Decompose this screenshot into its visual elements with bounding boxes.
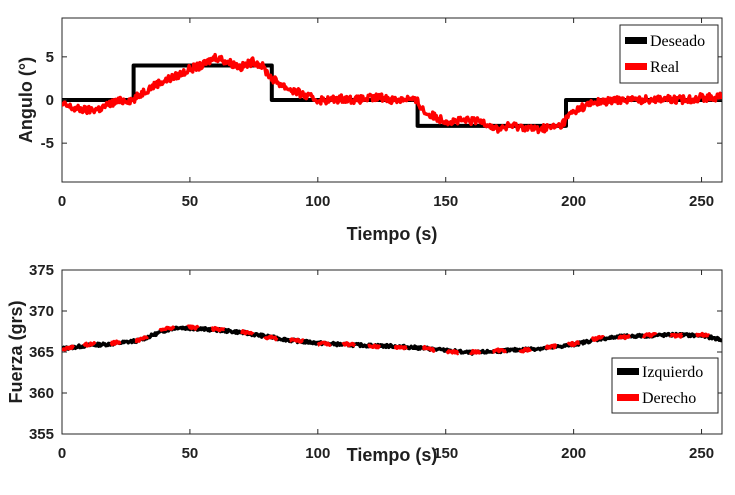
xtick-label: 50 (182, 193, 199, 210)
ytick-label: 370 (29, 303, 54, 320)
legend-swatch-deseado (625, 37, 647, 44)
xtick-label: 250 (689, 445, 714, 462)
ytick-label: 355 (29, 426, 54, 443)
angle-legend: Deseado Real (619, 24, 719, 84)
ytick-label: 375 (29, 262, 54, 279)
ytick-label: 360 (29, 385, 54, 402)
legend-label-derecho: Derecho (642, 390, 696, 407)
angle-yticks: -5 0 5 (41, 49, 722, 152)
force-xticks: 0 50 100 150 200 250 (58, 270, 714, 462)
legend-swatch-izquierdo (617, 368, 639, 375)
ytick-label: -5 (41, 135, 54, 152)
xtick-label: 150 (433, 445, 458, 462)
angle-ylabel: Angulo (°) (16, 57, 36, 143)
force-subplot: 355 360 365 370 375 0 50 100 150 200 250 Tiempo (… (6, 262, 723, 465)
ytick-label: 365 (29, 344, 54, 361)
series-line-derecho (62, 324, 722, 356)
ytick-label: 0 (46, 92, 54, 109)
xtick-label: 250 (689, 193, 714, 210)
force-yticks: 355 360 365 370 375 (29, 262, 722, 443)
force-ylabel: Fuerza (grs) (6, 300, 26, 403)
angle-xticks: 0 50 100 150 200 250 (58, 18, 714, 210)
force-xlabel: Tiempo (s) (347, 445, 438, 465)
xtick-label: 100 (305, 193, 330, 210)
legend-swatch-real (625, 63, 647, 70)
angle-series-group (62, 52, 722, 135)
xtick-label: 200 (561, 193, 586, 210)
ytick-label: 5 (46, 49, 54, 66)
xtick-label: 0 (58, 445, 66, 462)
angle-subplot: -5 0 5 0 50 100 150 200 250 Tiempo (s) Angulo (… (16, 17, 723, 244)
legend-swatch-derecho (617, 394, 639, 401)
force-legend: Izquierdo Derecho (611, 357, 719, 414)
xtick-label: 200 (561, 445, 586, 462)
angle-legend-box (619, 24, 719, 84)
force-legend-box (611, 357, 719, 414)
force-series-group (62, 324, 722, 356)
xtick-label: 100 (305, 445, 330, 462)
legend-label-izquierdo: Izquierdo (642, 364, 703, 381)
xtick-label: 0 (58, 193, 66, 210)
series-line-real (62, 52, 722, 135)
xtick-label: 50 (182, 445, 199, 462)
legend-label-real: Real (650, 59, 680, 76)
angle-xlabel: Tiempo (s) (347, 224, 438, 244)
xtick-label: 150 (433, 193, 458, 210)
legend-label-deseado: Deseado (650, 33, 705, 50)
